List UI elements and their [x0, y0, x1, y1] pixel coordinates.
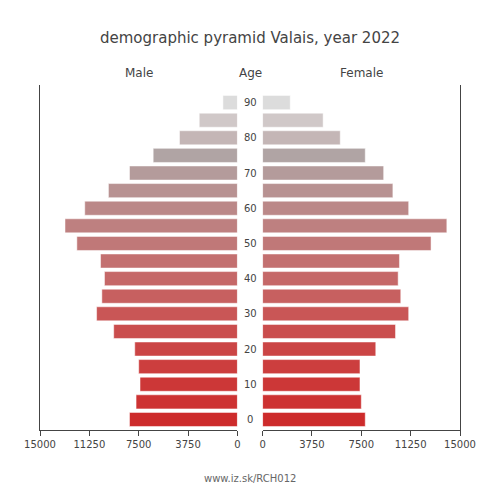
svg-text:0: 0 — [234, 439, 240, 450]
svg-text:15000: 15000 — [24, 439, 56, 450]
svg-text:60: 60 — [244, 203, 257, 214]
svg-text:40: 40 — [244, 273, 257, 284]
svg-text:www.iz.sk/RCH012: www.iz.sk/RCH012 — [204, 473, 296, 484]
svg-text:11250: 11250 — [395, 439, 427, 450]
svg-text:11250: 11250 — [73, 439, 105, 450]
svg-text:15000: 15000 — [444, 439, 476, 450]
svg-text:10: 10 — [244, 379, 257, 390]
svg-text:Female: Female — [340, 66, 383, 80]
svg-text:50: 50 — [244, 238, 257, 249]
svg-text:3750: 3750 — [175, 439, 200, 450]
svg-text:70: 70 — [244, 168, 257, 179]
svg-text:3750: 3750 — [299, 439, 324, 450]
svg-text:demographic pyramid Valais, ye: demographic pyramid Valais, year 2022 — [100, 29, 400, 47]
svg-text:7500: 7500 — [349, 439, 374, 450]
svg-text:Age: Age — [239, 66, 262, 80]
svg-text:0: 0 — [259, 439, 265, 450]
svg-text:7500: 7500 — [126, 439, 151, 450]
svg-text:20: 20 — [244, 344, 257, 355]
svg-text:30: 30 — [244, 308, 257, 319]
svg-text:90: 90 — [244, 97, 257, 108]
svg-text:0: 0 — [247, 414, 253, 425]
svg-text:80: 80 — [244, 132, 257, 143]
svg-text:Male: Male — [125, 66, 153, 80]
